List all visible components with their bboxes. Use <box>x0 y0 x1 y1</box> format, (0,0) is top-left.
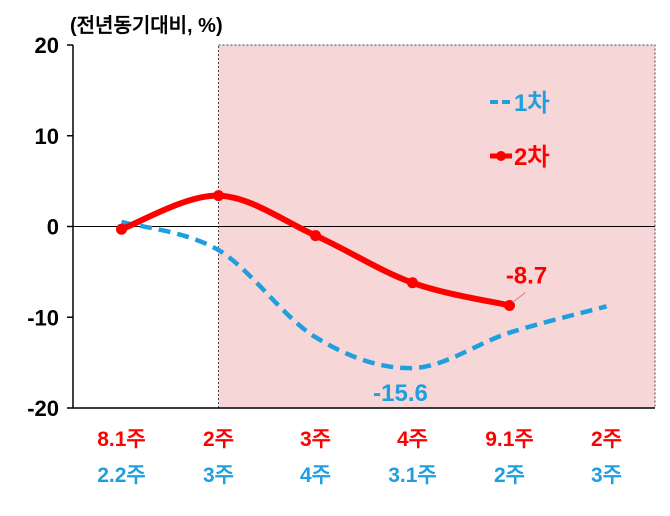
legend-marker <box>496 151 506 161</box>
y-tick-label: -20 <box>27 396 59 421</box>
x-axis: 8.1주 2주 3주 4주 9.1주 2주 2.2주 3주 4주 3.1주 2주 3주 <box>97 428 622 487</box>
x-tick-label-row2: 2주 <box>494 464 525 487</box>
label-leader <box>512 292 526 303</box>
x-tick-label-row1: 3주 <box>300 428 331 451</box>
legend: 1차 2차 <box>490 90 549 171</box>
data-label: -8.7 <box>506 262 547 289</box>
y-tick-label: 0 <box>47 215 59 240</box>
legend-label: 2차 <box>514 144 549 171</box>
x-tick-label-row1: 2주 <box>203 428 234 451</box>
series-layer <box>116 190 608 371</box>
data-point <box>504 299 515 311</box>
y-axis: 20 10 0 -10 -20 <box>27 33 655 421</box>
x-tick-label-row2: 3.1주 <box>388 464 437 487</box>
x-tick-label-row1: 4주 <box>397 428 428 451</box>
annotations: -8.7 -15.6 <box>373 262 547 407</box>
data-point <box>310 230 321 242</box>
data-point <box>407 277 418 289</box>
x-tick-label-row1: 9.1주 <box>485 428 534 451</box>
x-tick-label-row2: 3주 <box>591 464 622 487</box>
x-tick-label-row1: 8.1주 <box>97 428 146 451</box>
y-tick-label: -10 <box>27 305 59 330</box>
data-point <box>116 223 127 235</box>
x-tick-label-row2: 2.2주 <box>97 464 146 487</box>
x-tick-label-row2: 3주 <box>203 464 234 487</box>
unit-label: (전년동기대비, %) <box>70 14 223 37</box>
legend-label: 1차 <box>514 90 549 117</box>
y-tick-label: 20 <box>35 33 59 58</box>
x-tick-label-row2: 4주 <box>300 464 331 487</box>
x-tick-label-row1: 2주 <box>591 428 622 451</box>
data-point <box>213 190 224 202</box>
y-tick-label: 10 <box>35 124 59 149</box>
series-line-1차 <box>120 219 608 371</box>
data-label: -15.6 <box>373 380 428 407</box>
